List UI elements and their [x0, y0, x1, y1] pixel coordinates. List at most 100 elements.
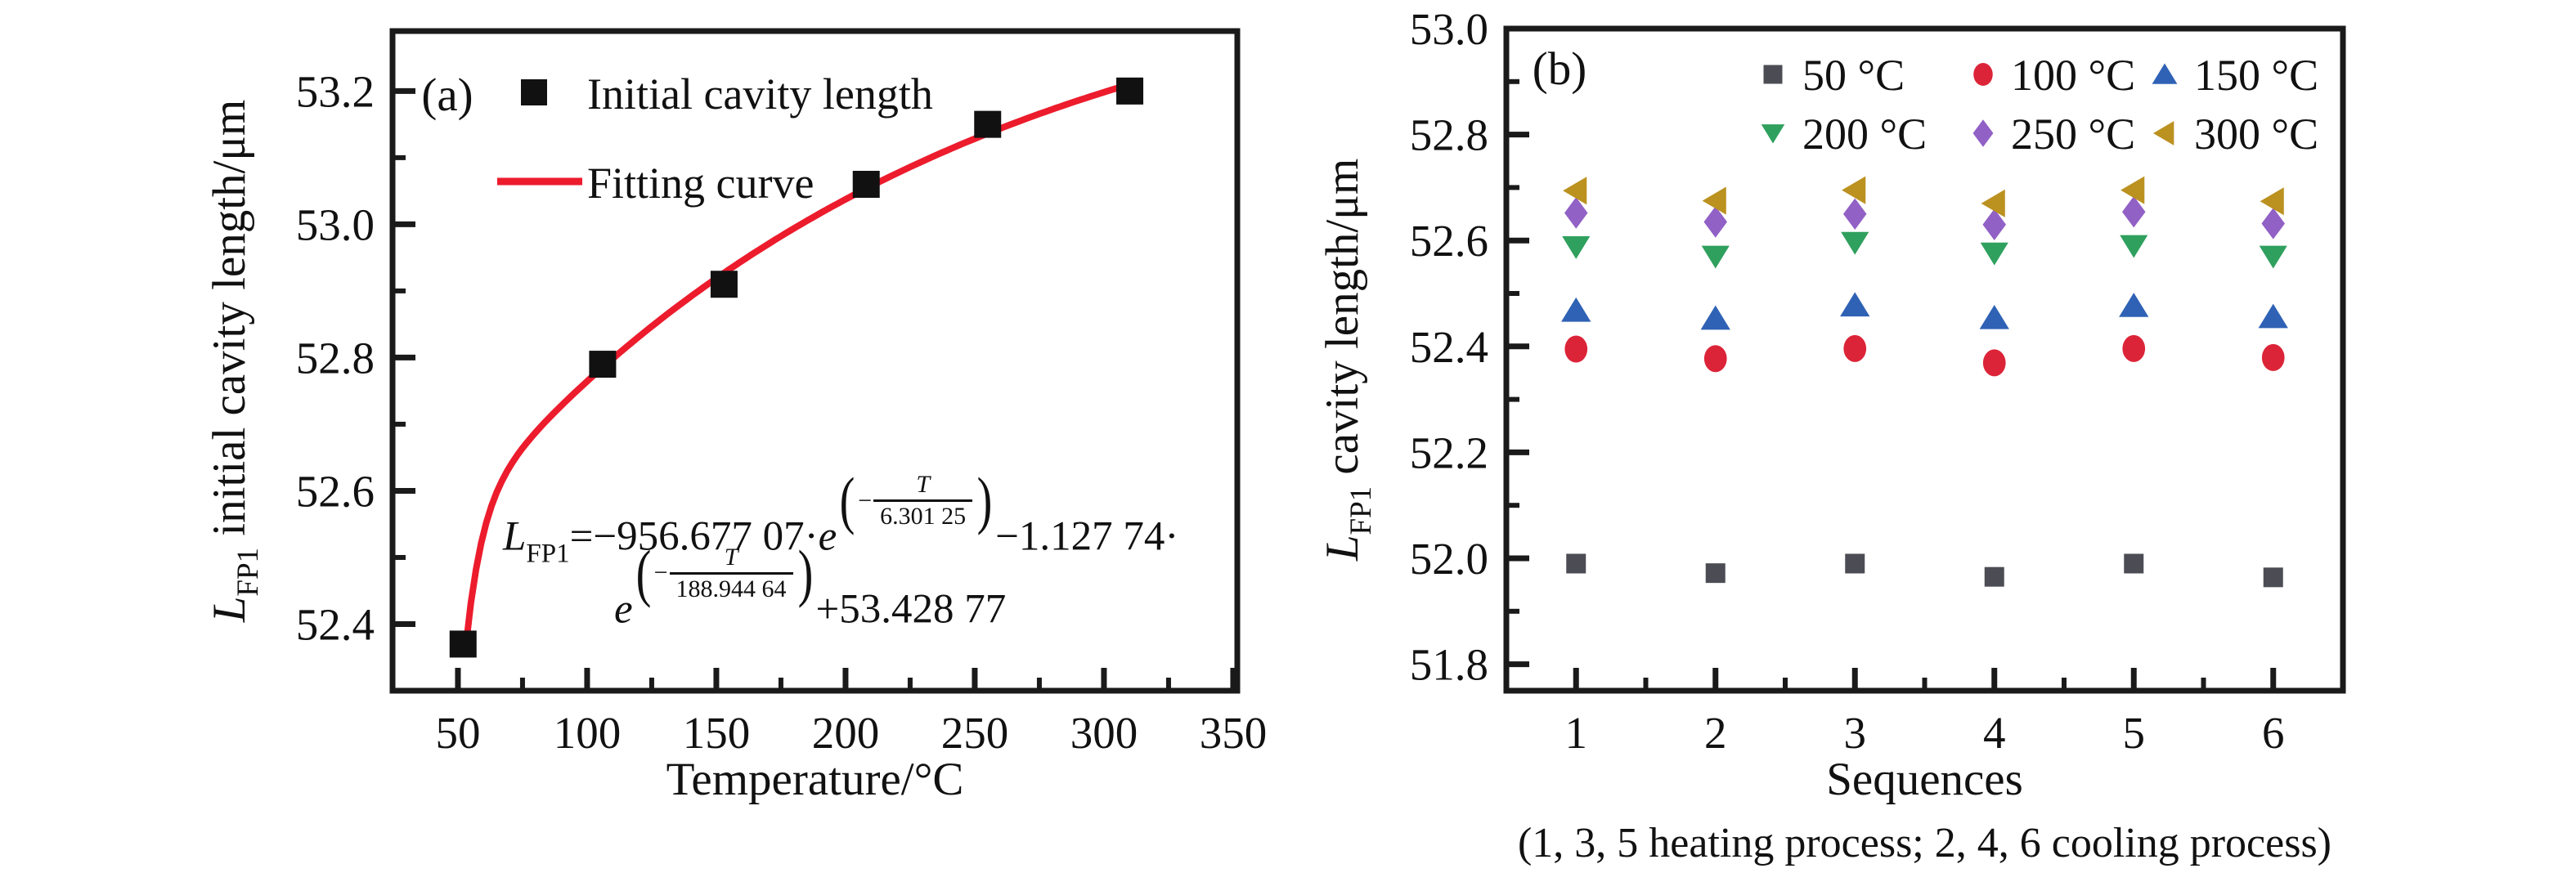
plot-border	[389, 28, 1241, 694]
eq-open-paren-1: (	[839, 464, 855, 536]
y-tick-label: 53.0	[1410, 4, 1488, 54]
data-point-diamond	[2121, 195, 2146, 228]
x-tick-label: 3	[1844, 708, 1867, 758]
data-point-square	[974, 110, 1002, 138]
eq-open-paren-2: (	[635, 536, 651, 608]
eq-denominator-2: 188.944 64	[669, 571, 793, 602]
y-tick-label: 52.0	[1410, 534, 1488, 584]
x-tick-label: 300	[1070, 708, 1138, 758]
x-tick-label: 5	[2123, 708, 2146, 758]
data-point-square	[589, 351, 617, 378]
data-point-square	[2263, 567, 2283, 588]
data-point-triangle-down	[1562, 235, 1591, 259]
data-point-circle	[2122, 334, 2146, 362]
legend-label: 300 °C	[2194, 110, 2318, 159]
eq-fraction-1: T 6.301 25	[873, 471, 973, 529]
eq-exponent-1: (− T 6.301 25)	[837, 464, 995, 536]
data-point-square	[1984, 566, 2004, 587]
panel-tag: (a)	[421, 69, 473, 121]
data-point-circle	[2261, 343, 2285, 371]
data-point-circle	[1982, 349, 2006, 377]
data-point-square	[1566, 553, 1586, 574]
y-tick-label: 52.4	[1410, 322, 1488, 372]
eq-minus-1: −	[858, 486, 873, 514]
eq-minus-2: −	[653, 559, 668, 587]
eq-close-paren-1: )	[976, 464, 993, 536]
eq-lhs-variable: L	[503, 513, 527, 560]
fitting-curve	[462, 80, 1136, 651]
x-axis-title: Temperature/°C	[666, 754, 964, 805]
data-point-triangle-left	[1702, 186, 1726, 215]
data-point-triangle-down	[1841, 231, 1869, 255]
data-point-triangle-left	[1981, 189, 2005, 217]
legend-label: 200 °C	[1802, 110, 1927, 159]
y-axis-title: LFP1 initial cavity length/μm	[204, 100, 265, 624]
eq-close-paren-2: )	[797, 536, 813, 608]
x-tick-label: 50	[435, 708, 480, 758]
data-point-triangle-up	[1840, 292, 1870, 317]
x-tick-label: 250	[941, 708, 1009, 758]
legend-circle-marker	[1973, 63, 1993, 86]
data-point-triangle-left	[2120, 176, 2145, 204]
data-point-diamond	[1564, 197, 1588, 229]
data-point-triangle-up	[1979, 304, 2009, 329]
data-point-square	[1705, 563, 1726, 584]
y-tick-label: 53.0	[296, 199, 375, 249]
legend-square-marker	[1763, 65, 1783, 84]
legend-triangle-up-marker	[2152, 63, 2178, 84]
data-point-square	[710, 271, 738, 298]
fit-equation: LFP1=−956.677 07·e(− T 6.301 25) −1.127 74·…	[503, 468, 1255, 636]
data-point-triangle-down	[2120, 235, 2148, 258]
legend-square-marker	[521, 79, 547, 105]
eq-lhs-subscript: FP1	[526, 539, 570, 569]
eq-e-1: e	[818, 513, 837, 560]
data-point-diamond	[1982, 208, 2007, 240]
x-tick-label: 1	[1565, 708, 1588, 758]
eq-e-2: e	[614, 585, 633, 632]
eq-numerator-1: T	[916, 471, 930, 498]
legend-diamond-marker	[1972, 119, 1994, 147]
eq-fraction-2: T 188.944 64	[669, 543, 793, 602]
y-axis-title: LFP1 cavity length/μm	[1317, 159, 1378, 562]
data-point-triangle-left	[1842, 176, 1866, 204]
y-tick-label: 52.4	[296, 599, 375, 649]
x-tick-label: 2	[1704, 708, 1727, 758]
y-tick-label: 53.2	[296, 66, 375, 116]
eq-exponent-2: (− T 188.944 64)	[633, 536, 816, 608]
data-point-square	[1116, 77, 1144, 105]
y-tick-label: 52.8	[1410, 110, 1488, 160]
data-point-triangle-up	[2258, 303, 2288, 329]
eq-denominator-1: 6.301 25	[873, 499, 973, 529]
x-tick-label: 150	[683, 708, 751, 758]
y-tick-label: 52.6	[296, 466, 375, 516]
data-point-square	[852, 170, 880, 198]
legend-triangle-down-marker	[1761, 124, 1785, 144]
x-tick-label: 6	[2262, 708, 2285, 758]
x-tick-label: 4	[1983, 708, 2006, 758]
data-point-triangle-up	[1561, 297, 1591, 322]
data-point-triangle-down	[1980, 242, 2008, 266]
data-point-triangle-left	[1563, 177, 1587, 205]
panel-tag: (b)	[1533, 43, 1586, 95]
y-tick-label: 52.8	[296, 333, 375, 383]
x-axis-note: (1, 3, 5 heating process; 2, 4, 6 coolin…	[1518, 820, 2331, 866]
eq-numerator-2: T	[724, 543, 738, 571]
fit-equation-line-1: LFP1=−956.677 07·e(− T 6.301 25) −1.127 74·	[503, 468, 1255, 571]
data-point-diamond	[1842, 198, 1867, 231]
x-tick-label: 200	[812, 708, 880, 758]
y-tick-label: 52.2	[1410, 428, 1488, 477]
data-point-triangle-down	[2259, 245, 2287, 269]
legend-label: 100 °C	[2011, 51, 2135, 100]
data-point-square	[449, 630, 477, 658]
data-point-square	[1845, 553, 1865, 574]
data-point-triangle-up	[1700, 305, 1730, 330]
data-point-triangle-up	[2119, 293, 2149, 317]
x-tick-label: 350	[1200, 708, 1268, 758]
data-point-diamond	[2261, 208, 2286, 240]
legend-label: Initial cavity length	[587, 69, 933, 119]
y-tick-label: 52.6	[1410, 216, 1488, 266]
legend-label: 150 °C	[2194, 51, 2318, 100]
data-point-triangle-down	[1701, 245, 1730, 269]
